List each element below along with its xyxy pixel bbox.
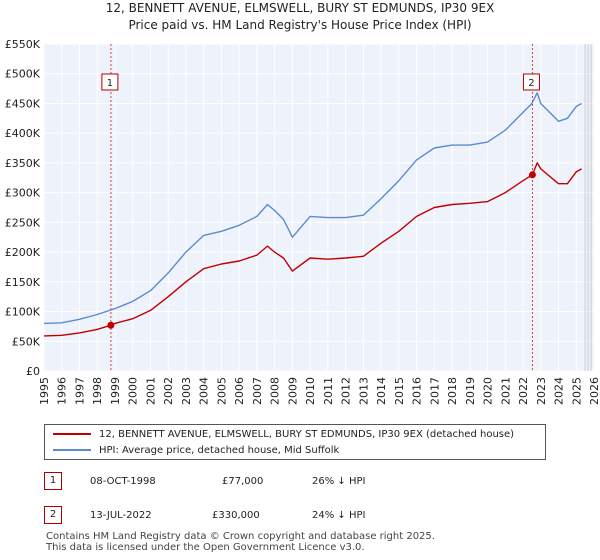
x-tick-label: 2004 — [198, 377, 211, 405]
x-tick-label: 2018 — [446, 377, 459, 405]
footer-license: This data is licensed under the Open Gov… — [46, 542, 365, 553]
legend-item-hpi: HPI: Average price, detached house, Mid … — [53, 443, 339, 459]
x-tick-label: 2017 — [428, 377, 441, 405]
sale-marker-label: 2 — [528, 78, 534, 89]
y-tick-label: £300K — [5, 187, 41, 200]
x-tick-label: 1997 — [73, 377, 86, 405]
x-tick-label: 2026 — [588, 377, 600, 405]
y-tick-label: £200K — [5, 246, 41, 259]
sale-marker-box — [522, 73, 540, 91]
y-tick-label: £450K — [5, 97, 41, 110]
y-tick-label: £0 — [26, 365, 40, 378]
chart-title: 12, BENNETT AVENUE, ELMSWELL, BURY ST ED… — [105, 1, 495, 15]
sale-marker-label: 1 — [107, 78, 113, 89]
transaction-hpi-delta: 24% ↓ HPI — [312, 510, 366, 521]
legend-line-property — [53, 433, 91, 435]
transaction-price: £330,000 — [212, 510, 260, 521]
transaction-price: £77,000 — [222, 476, 264, 487]
transaction-row: 2 13-JUL-2022 £330,000 24% ↓ HPI — [44, 506, 564, 524]
y-tick-label: £550K — [5, 38, 41, 51]
y-tick-label: £250K — [5, 216, 41, 229]
x-tick-label: 2015 — [393, 377, 406, 405]
x-tick-label: 2002 — [162, 377, 175, 405]
x-tick-label: 2016 — [411, 377, 424, 405]
x-tick-label: 1999 — [109, 377, 122, 405]
legend: 12, BENNETT AVENUE, ELMSWELL, BURY ST ED… — [44, 424, 546, 460]
x-tick-label: 2014 — [375, 377, 388, 405]
x-tick-label: 1995 — [38, 377, 51, 405]
legend-line-hpi — [53, 449, 91, 451]
x-tick-label: 2007 — [251, 377, 264, 405]
series-line — [43, 92, 582, 325]
x-tick-label: 2024 — [553, 377, 566, 405]
legend-label-hpi: HPI: Average price, detached house, Mid … — [99, 445, 340, 456]
x-tick-label: 2008 — [269, 377, 282, 405]
y-tick-label: £400K — [5, 127, 41, 140]
y-tick-label: £100K — [5, 306, 41, 319]
x-tick-label: 2022 — [517, 377, 530, 405]
sale-marker-box — [101, 73, 119, 91]
x-tick-label: 1996 — [56, 377, 69, 405]
plot-area — [44, 44, 594, 371]
transaction-number-badge: 2 — [44, 506, 62, 524]
transaction-date: 08-OCT-1998 — [90, 476, 156, 487]
x-tick-label: 2025 — [570, 377, 583, 405]
transaction-hpi-delta: 26% ↓ HPI — [312, 476, 366, 487]
chart-subtitle: Price paid vs. HM Land Registry's House … — [128, 18, 472, 32]
x-tick-label: 2001 — [144, 377, 157, 405]
x-tick-label: 2010 — [304, 377, 317, 405]
x-tick-label: 2012 — [340, 377, 353, 405]
y-tick-label: £150K — [5, 276, 41, 289]
x-tick-label: 2019 — [464, 377, 477, 405]
x-tick-label: 2005 — [215, 377, 228, 405]
x-tick-label: 2003 — [180, 377, 193, 405]
x-tick-label: 2021 — [499, 377, 512, 405]
transaction-number-badge: 1 — [44, 472, 62, 490]
y-tick-label: £50K — [12, 335, 41, 348]
x-tick-label: 2009 — [286, 377, 299, 405]
legend-label-property: 12, BENNETT AVENUE, ELMSWELL, BURY ST ED… — [99, 429, 515, 440]
transaction-row: 1 08-OCT-1998 £77,000 26% ↓ HPI — [44, 472, 564, 490]
x-tick-label: 2023 — [535, 377, 548, 405]
y-tick-label: £350K — [5, 157, 41, 170]
transaction-date: 13-JUL-2022 — [90, 510, 152, 521]
x-tick-label: 2000 — [127, 377, 140, 405]
legend-item-property: 12, BENNETT AVENUE, ELMSWELL, BURY ST ED… — [53, 427, 514, 443]
x-tick-label: 2011 — [322, 377, 335, 405]
footer-copyright: Contains HM Land Registry data © Crown c… — [46, 531, 435, 542]
price-chart: 1 2 £0 £50K £100K £150K £200K £250K £300K £350K £… — [5, 38, 600, 405]
x-tick-label: 2013 — [357, 377, 370, 405]
x-tick-label: 2020 — [482, 377, 495, 405]
sale-point — [528, 171, 536, 179]
sale-point — [107, 321, 115, 329]
footer: Contains HM Land Registry data © Crown c… — [46, 531, 435, 553]
x-tick-label: 2006 — [233, 377, 246, 405]
y-tick-label: £500K — [5, 68, 41, 81]
x-tick-label: 1998 — [91, 377, 104, 405]
